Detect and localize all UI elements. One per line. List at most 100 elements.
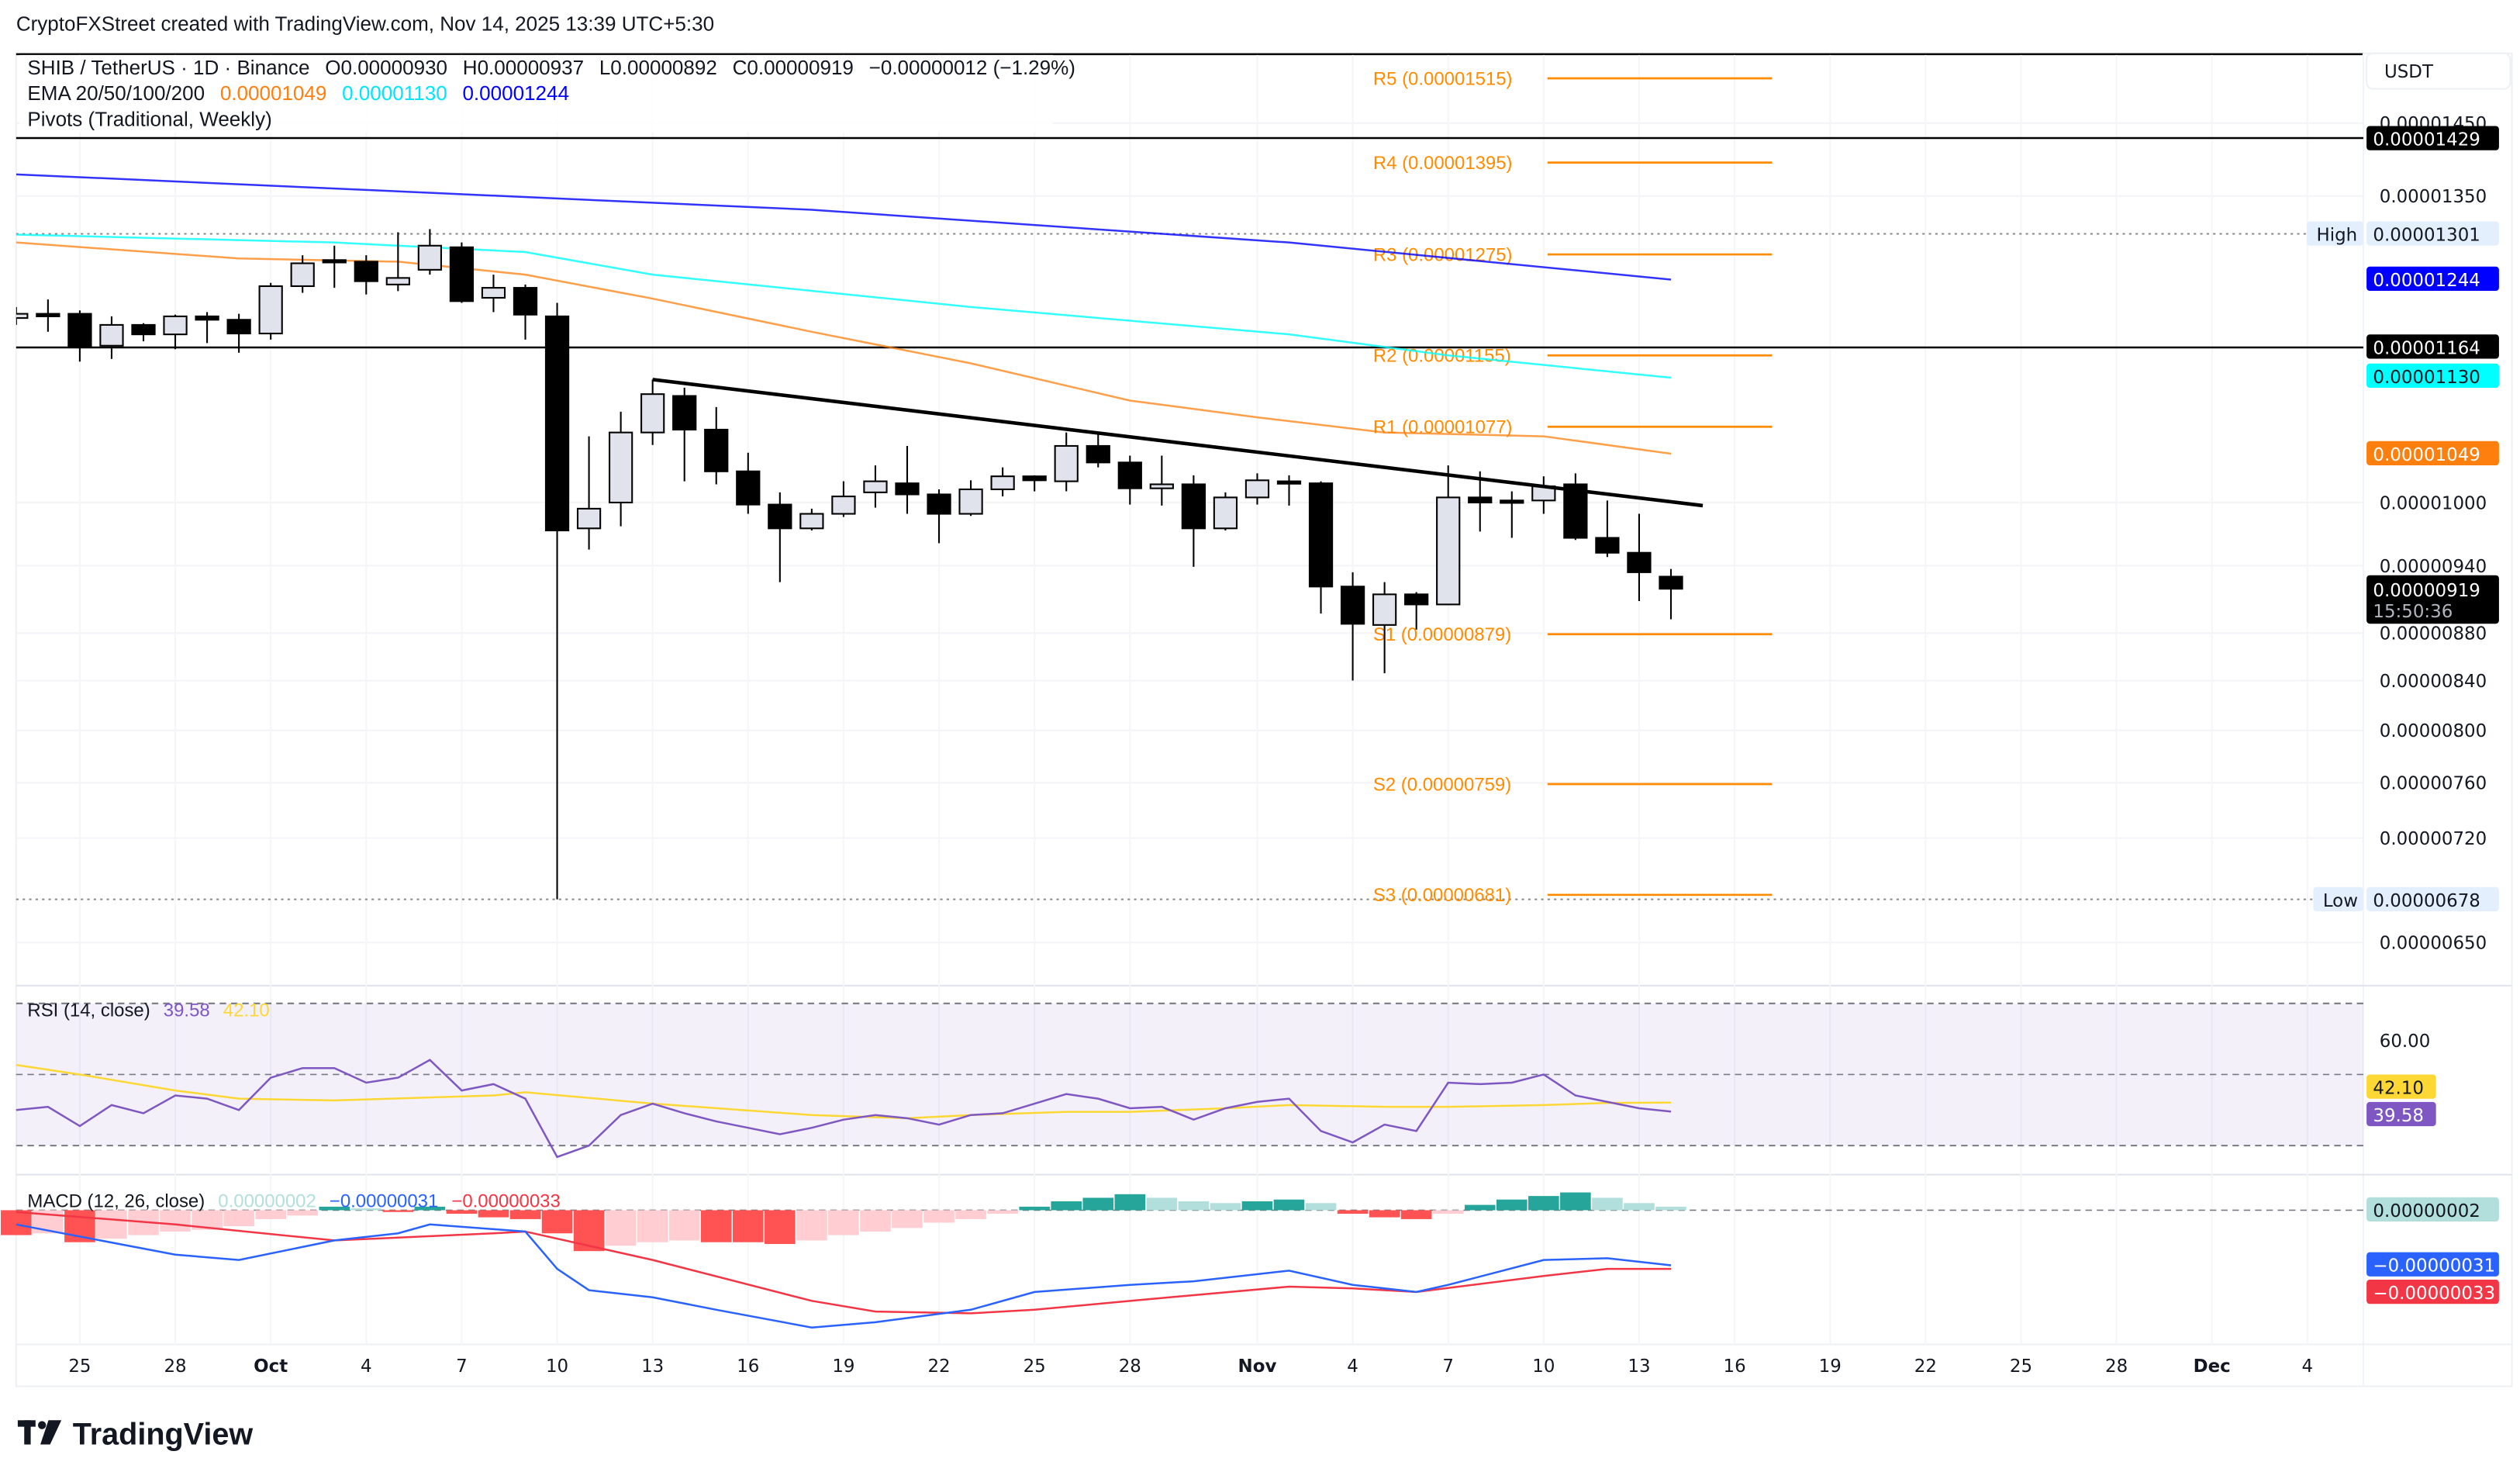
bull-candle-body: [1149, 483, 1174, 489]
ema-label[interactable]: EMA 20/50/100/200: [27, 81, 205, 105]
ema100-value: 0.00001244: [462, 81, 569, 105]
bull-candle-body: [831, 496, 856, 515]
bear-candle-body: [1595, 537, 1620, 554]
bear-candle-body: [768, 503, 792, 530]
bear-candle-body: [1468, 496, 1493, 503]
svg-text:SHIB / TetherUS · 1D · Binance: SHIB / TetherUS · 1D · Binance O0.000009…: [27, 56, 1075, 79]
rsi-ma-line: [16, 1063, 1672, 1120]
descending-trendline: [652, 378, 1704, 508]
bear-candle-body: [1340, 586, 1365, 625]
macd-histogram-bar: [1560, 1192, 1591, 1211]
macd-histogram-bar: [478, 1210, 509, 1218]
macd-axis-value: −0.00000031: [2373, 1256, 2495, 1277]
candle: [1149, 455, 1174, 506]
macd-histogram-bar: [446, 1210, 478, 1215]
rsi-value: 39.58: [164, 1000, 210, 1021]
pivot-label: S3 (0.00000681): [1373, 885, 1511, 906]
currency-button[interactable]: [2366, 52, 2511, 90]
macd-histogram-bar: [223, 1210, 254, 1227]
bear-candle-body: [36, 313, 60, 317]
candle: [99, 316, 124, 359]
bull-candle-body: [258, 285, 283, 335]
macd-histogram-bar: [509, 1210, 541, 1219]
bear-candle-body: [195, 315, 219, 321]
candle: [640, 379, 665, 445]
candle: [354, 255, 378, 295]
price-tick-label: 0.00000840: [2380, 672, 2487, 692]
tradingview-logo-icon: [17, 1420, 62, 1445]
rsi-label[interactable]: RSI (14, close): [27, 1000, 150, 1021]
tradingview-logo[interactable]: TradingView: [17, 1418, 253, 1452]
macd-histogram-bar: [414, 1206, 446, 1211]
bear-candle-body: [1117, 461, 1142, 489]
candle: [863, 465, 888, 508]
macd-histogram-bar: [923, 1210, 954, 1223]
candle: [958, 480, 983, 517]
macd-histogram-bar: [541, 1210, 573, 1234]
ema-line-ema50: [16, 233, 1672, 379]
high-value-tag: [2366, 221, 2499, 246]
bear-candle-body: [1276, 480, 1302, 485]
bear-candle-body: [672, 395, 697, 431]
bear-candle-body: [1563, 483, 1588, 539]
macd-tag: [2366, 1252, 2499, 1277]
candle: [1404, 592, 1429, 630]
price-axis[interactable]: USDT 0.00001429 High 0.00001301 0.000012…: [2307, 52, 2511, 912]
pivots-label[interactable]: Pivots (Traditional, Weekly): [27, 108, 271, 131]
bull-candle-body: [16, 313, 29, 320]
candle: [131, 323, 156, 342]
high-value: 0.00001301: [2373, 225, 2480, 245]
candle: [1659, 568, 1683, 620]
macd-histogram-bar: [1051, 1201, 1082, 1211]
candle: [322, 245, 347, 289]
candle: [1086, 431, 1110, 468]
ema50-tag: [2366, 363, 2499, 389]
macd-signal-line: [16, 1211, 1672, 1315]
bull-candle-body: [481, 287, 506, 299]
candle: [36, 299, 60, 332]
candle: [226, 313, 251, 353]
time-tick-label: 4: [2302, 1356, 2314, 1377]
macd-histogram-bar: [796, 1210, 827, 1241]
candle: [449, 242, 475, 303]
ema100-tag: [2366, 266, 2499, 292]
level-upper-value: 0.00001429: [2373, 130, 2480, 150]
candle: [1468, 471, 1493, 532]
signal-axis-value: −0.00000033: [2373, 1284, 2495, 1304]
macd-histogram-bar: [1273, 1199, 1305, 1211]
candle: [1022, 475, 1047, 492]
candle: [1213, 492, 1238, 530]
time-tick-label: 16: [1724, 1356, 1746, 1377]
candle: [513, 284, 538, 340]
bull-candle-body: [640, 393, 665, 434]
macd-line: [16, 1223, 1672, 1329]
high-tag-label: High: [2317, 225, 2358, 245]
macd-label[interactable]: MACD (12, 26, close): [27, 1190, 205, 1211]
macd-histogram-bar: [1337, 1210, 1369, 1215]
macd-histogram-bar: [700, 1210, 732, 1242]
bull-candle-body: [163, 315, 188, 336]
bear-candle-body: [131, 323, 156, 336]
macd-histogram-bar: [1, 1210, 32, 1235]
macd-histogram-bar: [350, 1208, 382, 1211]
time-tick-label: 22: [1914, 1356, 1937, 1377]
bear-candle-body: [322, 259, 347, 264]
bear-candle-body: [67, 313, 92, 349]
candle: [1276, 475, 1302, 506]
macd-histogram-bar: [382, 1210, 414, 1212]
time-tick-label: Nov: [1238, 1356, 1277, 1377]
macd-histogram-bar: [255, 1210, 286, 1219]
price-tick-label: 0.00001350: [2380, 187, 2487, 207]
symbol-label[interactable]: SHIB / TetherUS · 1D · Binance: [27, 56, 309, 79]
low-value-tag: [2366, 886, 2499, 912]
macd-histogram-bar: [319, 1206, 350, 1211]
macd-histogram-bar: [1528, 1196, 1559, 1211]
macd-histogram-bar: [828, 1210, 859, 1235]
trendline[interactable]: [652, 378, 1704, 508]
macd-histogram-bar: [1496, 1199, 1528, 1211]
ema-line-ema100: [16, 173, 1672, 281]
rsi-ma-axis-value: 42.10: [2373, 1078, 2424, 1098]
svg-text:EMA 20/50/100/200 0.0000: EMA 20/50/100/200 0.00001049 0.00001130 …: [27, 81, 569, 105]
time-tick-label: Oct: [254, 1356, 288, 1377]
time-tick-label: 10: [1532, 1356, 1555, 1377]
